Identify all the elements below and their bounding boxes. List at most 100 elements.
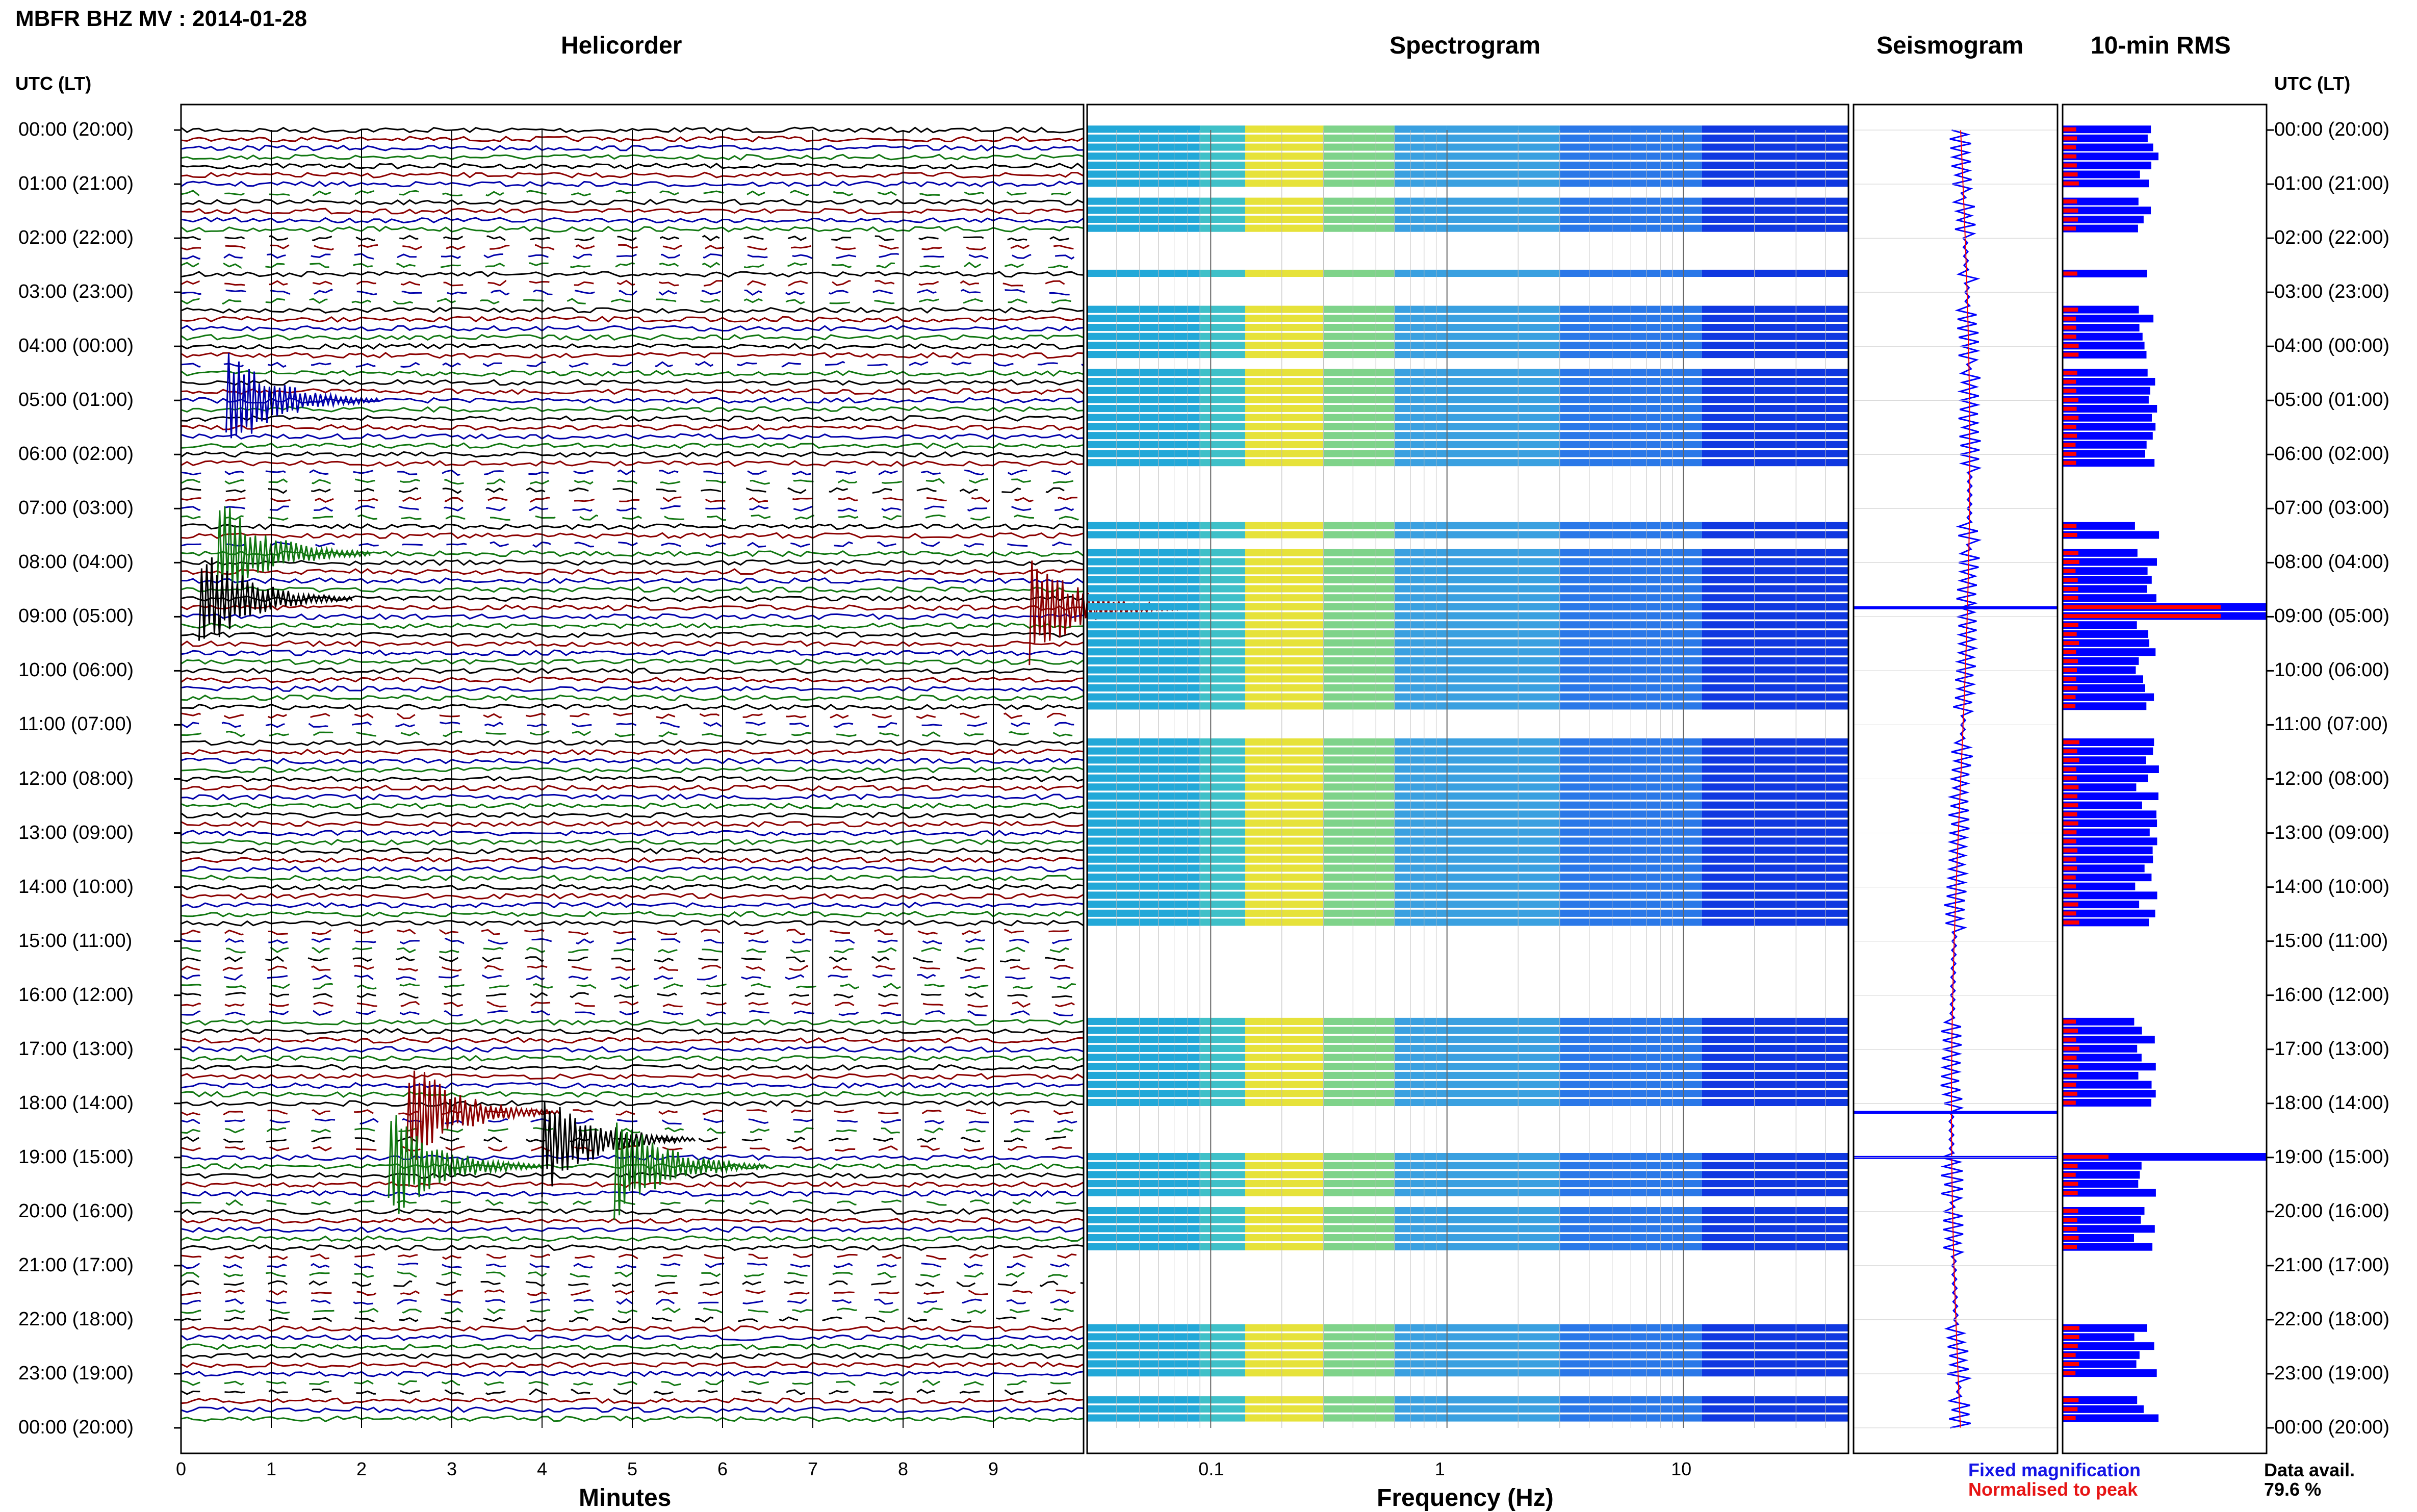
spectrogram-cell xyxy=(1365,810,1395,818)
spectrogram-cell xyxy=(1265,1153,1292,1161)
spectrogram-cell xyxy=(1518,1081,1560,1088)
spectrogram-cell xyxy=(1702,1044,1778,1052)
spectrogram-cell xyxy=(1229,747,1245,755)
spectrogram-cell xyxy=(1245,783,1266,791)
spectrogram-cell xyxy=(1365,576,1395,583)
rms-bar-normalised xyxy=(2063,1073,2077,1078)
spectrogram-cell xyxy=(1323,450,1365,457)
spectrogram-cell xyxy=(1323,567,1365,575)
spectrogram-cell xyxy=(1229,1216,1245,1223)
spectrogram-cell xyxy=(1323,378,1365,386)
spectrogram-cell xyxy=(1229,675,1245,683)
spectrogram-cell xyxy=(1702,143,1778,151)
spectrogram-cell xyxy=(1559,1180,1631,1188)
spectrogram-cell xyxy=(1245,1351,1266,1359)
spectrogram-cell xyxy=(1447,170,1519,178)
rms-bar-fixed xyxy=(2063,891,2157,900)
spectrogram-cell xyxy=(1245,414,1266,421)
spectrogram-cell xyxy=(1518,351,1560,358)
spectrogram-cell xyxy=(1702,125,1778,133)
spectrogram-cell xyxy=(1702,405,1778,413)
spectrogram-cell xyxy=(1702,837,1778,845)
spectrogram-cell xyxy=(1777,134,1848,142)
spectrogram-cell xyxy=(1245,197,1266,205)
spectrogram-cell xyxy=(1292,1171,1324,1178)
spectrogram-cell xyxy=(1518,1098,1560,1106)
spectrogram-cell xyxy=(1200,1360,1229,1368)
spectrogram-cell xyxy=(1245,603,1266,610)
spectrogram-cell xyxy=(1777,1044,1848,1052)
spectrogram-cell xyxy=(1559,549,1631,556)
spectrogram-cell xyxy=(1777,269,1848,277)
spectrogram-cell xyxy=(1200,1351,1229,1359)
spectrogram-cell xyxy=(1518,459,1560,467)
spectrogram-cell xyxy=(1158,738,1200,746)
spectrogram-cell xyxy=(1518,630,1560,637)
rms-bar-normalised xyxy=(2063,1416,2076,1420)
spectrogram-cell xyxy=(1559,855,1631,863)
spectrogram-cell xyxy=(1394,387,1447,394)
hour-label: 21:00 (17:00) xyxy=(2274,1254,2390,1276)
hour-label: 18:00 (14:00) xyxy=(2274,1092,2390,1114)
spectrogram-cell xyxy=(1265,702,1292,710)
spectrogram-cell xyxy=(1394,774,1447,782)
spectrogram-cell xyxy=(1292,1162,1324,1169)
rms-bar-normalised xyxy=(2063,1172,2076,1177)
spectrogram-cell xyxy=(1229,414,1245,421)
spectrogram-cell xyxy=(1229,1180,1245,1188)
spectrogram-cell xyxy=(1323,1405,1365,1413)
spectrogram-cell xyxy=(1292,134,1324,142)
spectrogram-cell xyxy=(1292,684,1324,691)
spectrogram-cell xyxy=(1200,161,1229,169)
rms-bar-normalised xyxy=(2063,217,2078,222)
spectrogram-cell xyxy=(1394,342,1447,349)
rms-bar-fixed xyxy=(2063,351,2147,358)
spectrogram-cell xyxy=(1394,837,1447,845)
spectrogram-cell xyxy=(1323,874,1365,881)
spectrogram-cell xyxy=(1631,1351,1702,1359)
spectrogram-cell xyxy=(1777,828,1848,836)
hour-label: 18:00 (14:00) xyxy=(18,1092,134,1114)
rms-bar-normalised xyxy=(2063,749,2077,754)
spectrogram-cell xyxy=(1559,756,1631,764)
spectrogram-cell xyxy=(1292,612,1324,620)
spectrogram-cell xyxy=(1323,1342,1365,1350)
spectrogram-cell xyxy=(1777,1098,1848,1106)
spectrogram-cell xyxy=(1365,405,1395,413)
spectrogram-cell xyxy=(1518,621,1560,629)
spectrogram-cell xyxy=(1158,549,1200,556)
spectrogram-cell xyxy=(1777,792,1848,800)
spectrogram-cell xyxy=(1200,1216,1229,1223)
rms-bar-fixed xyxy=(2063,170,2140,178)
spectrogram-cell xyxy=(1200,765,1229,773)
spectrogram-cell xyxy=(1087,1351,1159,1359)
spectrogram-cell xyxy=(1245,143,1266,151)
spectrogram-cell xyxy=(1777,1243,1848,1250)
spectrogram-cell xyxy=(1245,423,1266,430)
spectrogram-cell xyxy=(1265,1171,1292,1178)
spectrogram-cell xyxy=(1158,1162,1200,1169)
spectrogram-cell xyxy=(1631,819,1702,827)
spectrogram-cell xyxy=(1265,197,1292,205)
spectrogram-cell xyxy=(1245,459,1266,467)
spectrogram-cell xyxy=(1323,756,1365,764)
spectrogram-cell xyxy=(1265,1333,1292,1341)
spectrogram-cell xyxy=(1365,847,1395,854)
spectrogram-cell xyxy=(1631,369,1702,376)
spectrogram-cell xyxy=(1158,1171,1200,1178)
spectrogram-cell xyxy=(1265,1225,1292,1233)
spectrogram-cell xyxy=(1559,702,1631,710)
spectrogram-cell xyxy=(1265,792,1292,800)
spectrogram-cell xyxy=(1559,639,1631,647)
spectrogram-cell xyxy=(1087,423,1159,430)
spectrogram-cell xyxy=(1559,576,1631,583)
spectrogram-cell xyxy=(1631,621,1702,629)
rms-bar-fixed xyxy=(2063,828,2150,836)
spectrogram-cell xyxy=(1365,224,1395,232)
spectrogram-cell xyxy=(1518,531,1560,539)
spectrogram-cell xyxy=(1323,396,1365,403)
spectrogram-cell xyxy=(1292,648,1324,656)
spectrogram-cell xyxy=(1229,1153,1245,1161)
spectrogram-cell xyxy=(1394,666,1447,674)
spectrogram-cell xyxy=(1087,909,1159,917)
